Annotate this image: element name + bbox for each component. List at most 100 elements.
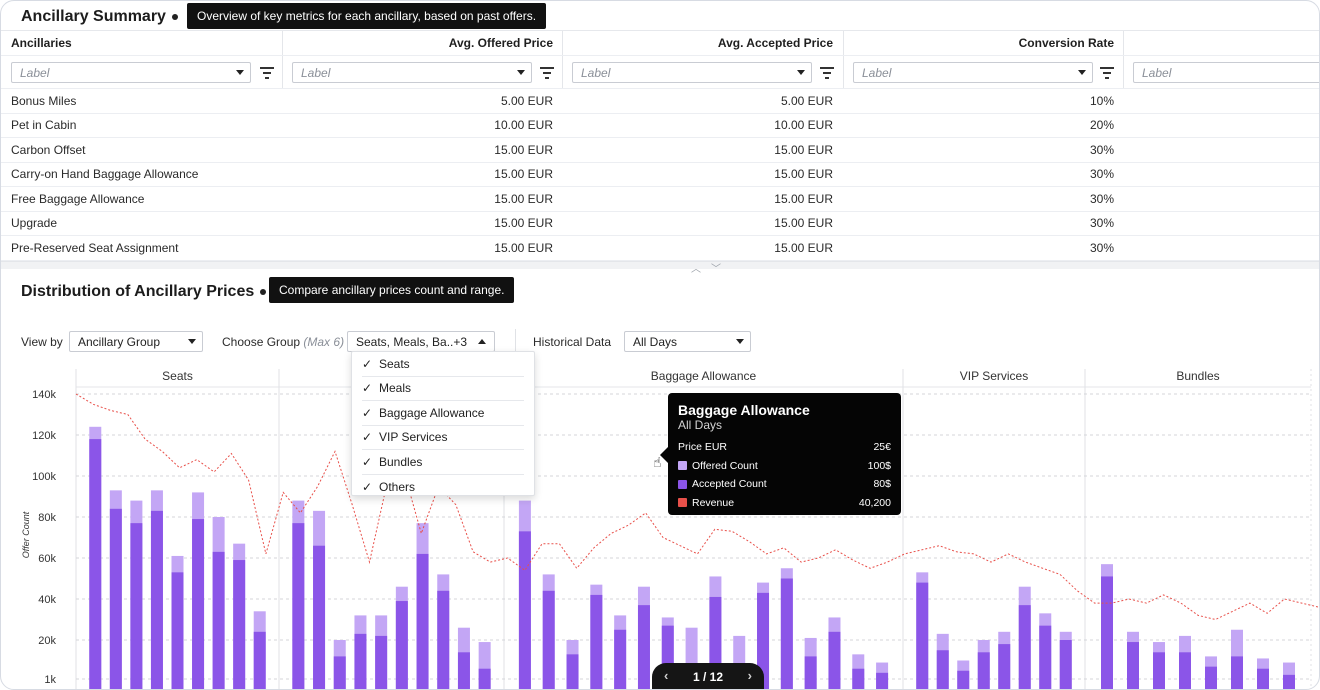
- cell-conversion-rate: 30%: [1089, 142, 1114, 157]
- accepted-bar: [518, 531, 531, 689]
- tooltip-row-value: 25€: [873, 441, 891, 454]
- filter-icon[interactable]: [260, 67, 274, 79]
- accepted-bar: [876, 672, 889, 689]
- choose-group-value: Seats, Meals, Ba..+3: [356, 334, 468, 349]
- chevron-down-icon: [797, 70, 805, 75]
- accepted-bar: [109, 508, 122, 689]
- filter-icon[interactable]: [820, 67, 834, 79]
- accepted-bar: [957, 670, 970, 689]
- accepted-bar: [1205, 666, 1217, 689]
- group-dropdown: ✓ Seats ✓ Meals ✓ Baggage Allowance ✓ VIP Servi…: [351, 351, 535, 496]
- info-icon[interactable]: [260, 289, 267, 295]
- group-option-label: Others: [379, 479, 416, 494]
- checkmark-icon[interactable]: ✓: [362, 454, 373, 469]
- filter-placeholder: Label: [301, 65, 331, 80]
- accepted-bar: [998, 644, 1011, 689]
- distribution-title: Distribution of Ancillary Prices: [21, 283, 255, 300]
- accepted-bar: [637, 605, 650, 689]
- cell-ancillary: Carry-on Hand Baggage Allowance: [11, 167, 199, 182]
- column-header-offered[interactable]: Avg. Offered Price: [448, 36, 553, 50]
- pager-next-button[interactable]: ›: [747, 668, 752, 683]
- legend-swatch: [678, 461, 687, 471]
- filter-input-extra[interactable]: Label: [1133, 62, 1319, 83]
- table-row[interactable]: Pre-Reserved Seat Assignment 15.00 EUR 15.…: [1, 236, 1319, 261]
- accepted-bar: [233, 560, 246, 689]
- checkmark-icon[interactable]: ✓: [362, 405, 373, 420]
- accepted-bar: [1179, 652, 1191, 689]
- filter-input-offered[interactable]: Label: [292, 62, 532, 83]
- choose-group-select[interactable]: Seats, Meals, Ba..+3: [347, 331, 495, 352]
- chevron-down-icon[interactable]: ﹀: [711, 264, 721, 275]
- pager-prev-button[interactable]: ‹: [664, 668, 669, 683]
- checkmark-icon[interactable]: ✓: [362, 430, 373, 445]
- filter-input-conversion[interactable]: Label: [853, 62, 1093, 83]
- column-divider[interactable]: [282, 30, 283, 89]
- chart-controls: View by Ancillary Group Choose Group (Ma…: [1, 327, 1319, 357]
- group-option-meals[interactable]: ✓ Meals: [362, 377, 524, 401]
- section-resize-handle[interactable]: [1, 261, 1319, 269]
- group-option-label: Baggage Allowance: [379, 405, 485, 420]
- info-icon[interactable]: [171, 14, 178, 20]
- tooltip-row-label: Offered Count: [692, 459, 758, 472]
- group-option-baggage-allowance[interactable]: ✓ Baggage Allowance: [362, 401, 524, 426]
- group-option-label: VIP Services: [379, 430, 448, 445]
- accepted-bar: [437, 590, 450, 689]
- accepted-bar: [1153, 652, 1165, 689]
- group-option-bundles[interactable]: ✓ Bundles: [362, 450, 524, 475]
- distribution-header: Distribution of Ancillary Prices: [21, 280, 267, 304]
- filter-icon[interactable]: [1100, 67, 1114, 79]
- table-filter-row: Label Label Label Label Label: [1, 56, 1319, 89]
- cell-offered-price: 10.00 EUR: [494, 118, 553, 133]
- chevron-down-icon: [517, 70, 525, 75]
- y-tick-label: 40k: [38, 594, 56, 606]
- cell-ancillary: Pre-Reserved Seat Assignment: [11, 240, 179, 255]
- column-divider[interactable]: [562, 30, 563, 89]
- cell-conversion-rate: 30%: [1089, 240, 1114, 255]
- historical-select[interactable]: All Days: [624, 331, 751, 352]
- column-divider[interactable]: [1123, 30, 1124, 89]
- cell-accepted-price: 15.00 EUR: [774, 240, 833, 255]
- table-row[interactable]: Bonus Miles 5.00 EUR 5.00 EUR 10%: [1, 89, 1319, 114]
- group-option-vip-services[interactable]: ✓ VIP Services: [362, 426, 524, 450]
- accepted-bar: [395, 601, 408, 689]
- filter-input-ancillaries[interactable]: Label: [11, 62, 251, 83]
- column-header-conversion[interactable]: Conversion Rate: [1018, 36, 1114, 50]
- group-option-label: Seats: [379, 356, 410, 371]
- column-header-ancillaries[interactable]: Ancillaries: [11, 36, 72, 50]
- column-header-accepted[interactable]: Avg. Accepted Price: [717, 36, 833, 50]
- checkmark-icon[interactable]: ✓: [362, 381, 373, 396]
- accepted-bar: [1231, 656, 1243, 689]
- checkmark-icon[interactable]: ✓: [362, 356, 373, 371]
- accepted-bar: [416, 553, 429, 689]
- hover-tooltip: Baggage Allowance All Days Price EUR 25€ O…: [660, 393, 901, 515]
- summary-tooltip: Overview of key metrics for each ancilla…: [187, 3, 547, 29]
- cell-offered-price: 5.00 EUR: [500, 93, 553, 108]
- cell-offered-price: 15.00 EUR: [494, 191, 553, 206]
- filter-icon[interactable]: [540, 67, 554, 79]
- group-option-others[interactable]: ✓ Others: [362, 475, 524, 500]
- checkmark-icon[interactable]: ✓: [362, 479, 373, 494]
- column-divider[interactable]: [843, 30, 844, 89]
- chevron-up-icon[interactable]: ︿: [691, 264, 701, 275]
- table-row[interactable]: Upgrade 15.00 EUR 15.00 EUR 30%: [1, 212, 1319, 236]
- view-by-select[interactable]: Ancillary Group: [69, 331, 203, 352]
- accepted-bar: [354, 633, 367, 689]
- table-row[interactable]: Carbon Offset 15.00 EUR 15.00 EUR 30%: [1, 138, 1319, 163]
- chart-svg: 140k 120k 100k 80k 60k 40k 20k 1k Offer Count Sea…: [21, 369, 1319, 689]
- group-option-seats[interactable]: ✓ Seats: [362, 352, 524, 377]
- filter-input-accepted[interactable]: Label: [572, 62, 812, 83]
- tooltip-row: Revenue 40,200: [678, 494, 891, 513]
- table-row[interactable]: Free Baggage Allowance 15.00 EUR 15.00 EUR…: [1, 187, 1319, 212]
- accepted-bar: [1018, 605, 1031, 689]
- cell-accepted-price: 15.00 EUR: [774, 191, 833, 206]
- tooltip-row: Offered Count 100$: [678, 457, 891, 476]
- table-row[interactable]: Pet in Cabin 10.00 EUR 10.00 EUR 20%: [1, 114, 1319, 138]
- chevron-down-icon: [736, 339, 744, 344]
- cell-ancillary: Pet in Cabin: [11, 118, 77, 133]
- table-row[interactable]: Carry-on Hand Baggage Allowance 15.00 EUR…: [1, 163, 1319, 187]
- cell-accepted-price: 10.00 EUR: [774, 118, 833, 133]
- accepted-bar: [292, 523, 305, 689]
- y-tick-label: 120k: [32, 430, 56, 442]
- tooltip-row-label: Accepted Count: [692, 478, 767, 491]
